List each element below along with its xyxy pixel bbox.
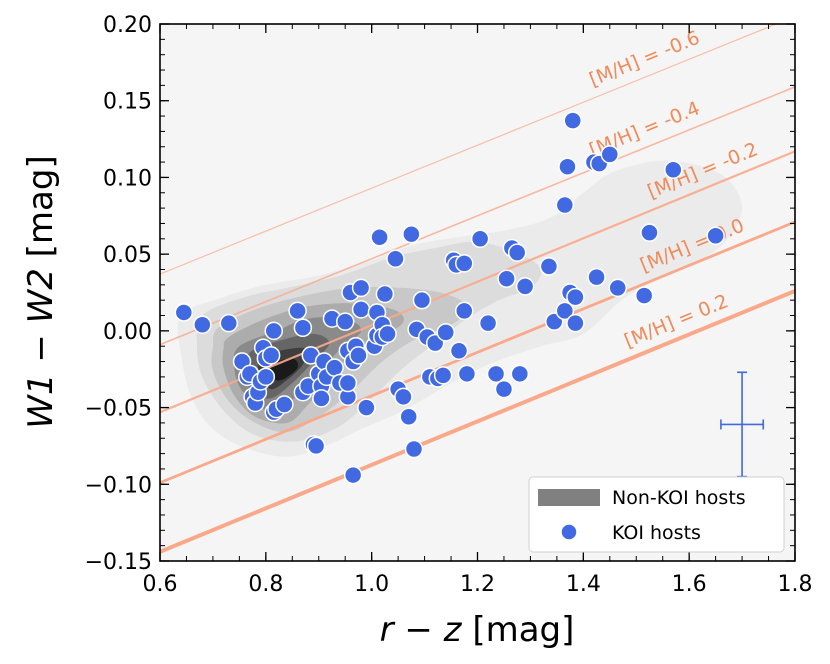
legend: Non-KOI hosts KOI hosts xyxy=(528,476,785,553)
metallicity-line-3 xyxy=(160,220,795,485)
koi-point xyxy=(497,269,516,288)
metallicity-line-1 xyxy=(160,86,795,346)
koi-point xyxy=(470,229,490,249)
koi-point xyxy=(256,367,276,387)
koi-point xyxy=(608,278,627,298)
metallicity-line-4 xyxy=(160,289,795,554)
koi-point xyxy=(455,254,474,273)
y-tick-label: 0.15 xyxy=(103,90,152,115)
koi-point xyxy=(343,465,363,485)
koi-point xyxy=(539,257,559,276)
y-tick-label: −0.10 xyxy=(85,473,152,498)
x-axis-label-vars: r − z xyxy=(380,610,463,650)
metallicity-line-0 xyxy=(160,24,778,275)
x-axis-label: r − z [mag] xyxy=(380,610,575,650)
x-tick-label: 1.2 xyxy=(460,572,495,597)
koi-point xyxy=(510,364,530,384)
koi-point xyxy=(288,301,307,321)
legend-label-koi: KOI hosts xyxy=(612,522,701,544)
koi-point xyxy=(349,346,368,365)
koi-point xyxy=(399,407,418,427)
koi-point xyxy=(351,278,371,298)
x-tick-label: 1.6 xyxy=(672,572,707,597)
koi-point xyxy=(275,395,294,414)
koi-point xyxy=(174,303,194,322)
y-axis-label-unit: [mag] xyxy=(21,155,61,268)
koi-point xyxy=(494,379,514,399)
y-tick-label: −0.15 xyxy=(85,550,152,575)
koi-point xyxy=(375,284,395,304)
koi-point xyxy=(412,290,432,310)
koi-point xyxy=(357,398,376,417)
koi-point xyxy=(293,318,313,338)
koi-point xyxy=(478,313,498,333)
koi-point xyxy=(664,160,683,180)
legend-marker-koi xyxy=(560,523,578,541)
koi-point xyxy=(600,145,620,164)
x-tick-label: 0.8 xyxy=(248,572,283,597)
koi-point xyxy=(515,277,535,296)
koi-point xyxy=(261,346,281,365)
koi-point xyxy=(706,226,725,245)
koi-point xyxy=(351,300,371,319)
koi-point xyxy=(587,267,606,287)
koi-point xyxy=(335,312,355,331)
x-axis-label-unit: [mag] xyxy=(462,610,575,650)
x-tick-label: 0.6 xyxy=(143,572,178,597)
y-tick-label: −0.05 xyxy=(85,397,152,422)
koi-point xyxy=(394,387,413,407)
koi-point xyxy=(338,373,358,393)
y-tick-label: 0.00 xyxy=(103,320,152,345)
y-tick-label: 0.05 xyxy=(103,243,152,268)
koi-point xyxy=(566,287,585,307)
koi-point xyxy=(264,321,284,341)
koi-point xyxy=(555,301,575,321)
legend-label-non-koi: Non-KOI hosts xyxy=(612,487,746,509)
x-tick-label: 1.4 xyxy=(566,572,601,597)
koi-point xyxy=(563,111,582,130)
koi-point xyxy=(449,341,469,361)
koi-point xyxy=(507,243,527,262)
y-axis-label-vars: W1 − W2 xyxy=(21,268,61,429)
koi-point xyxy=(378,324,397,344)
koi-point xyxy=(566,313,585,333)
koi-point xyxy=(325,358,344,377)
koi-point xyxy=(386,249,405,268)
koi-point xyxy=(433,366,453,385)
koi-point xyxy=(634,286,654,305)
axis-ticks xyxy=(159,23,796,562)
koi-point xyxy=(306,436,326,456)
koi-point xyxy=(370,228,389,247)
y-tick-label: 0.10 xyxy=(103,166,152,191)
koi-point xyxy=(312,389,331,408)
tick-labels: 0.6 0.8 1.0 1.2 1.4 1.6 1.8 −0.15 −0.10 −0.05 0.00… xyxy=(85,13,813,597)
legend-swatch-non-koi xyxy=(538,489,600,506)
y-tick-label: 0.20 xyxy=(103,13,152,38)
koi-point xyxy=(219,313,239,333)
koi-point xyxy=(193,315,212,334)
koi-point xyxy=(455,301,474,321)
koi-point xyxy=(558,157,577,176)
koi-point xyxy=(404,439,424,459)
koi-point xyxy=(402,224,421,244)
koi-point xyxy=(640,223,659,242)
x-tick-label: 1.0 xyxy=(354,572,389,597)
koi-point xyxy=(457,364,477,384)
koi-point xyxy=(436,323,455,342)
koi-point xyxy=(486,364,506,384)
x-tick-label: 1.8 xyxy=(778,572,813,597)
koi-point xyxy=(555,195,575,215)
koi-points xyxy=(174,111,725,485)
y-axis-label: W1 − W2 [mag] xyxy=(21,155,61,428)
